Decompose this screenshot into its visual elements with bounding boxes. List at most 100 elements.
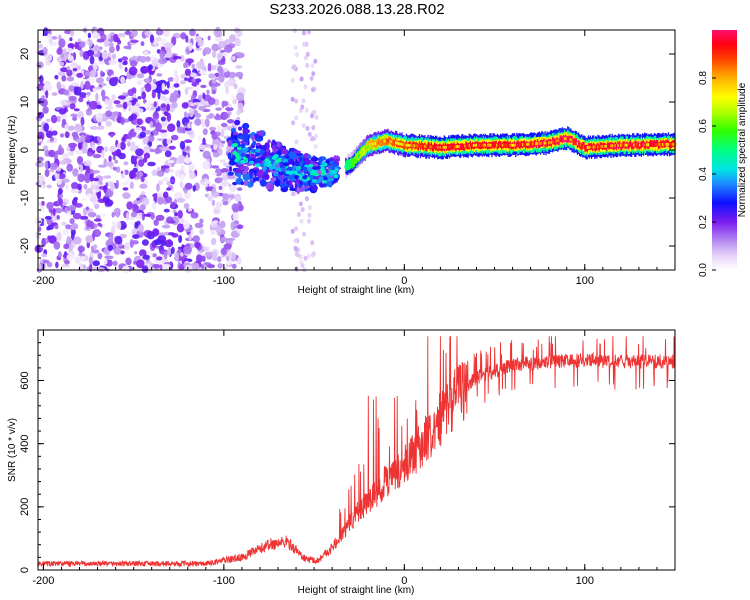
spectrogram-ridge-cell [402, 143, 404, 147]
spectrogram-noise-blob [124, 241, 131, 251]
colorbar-tick-label: 0.4 [698, 167, 709, 181]
spectrogram-ridge-cell [233, 143, 239, 147]
spectrogram-ridge-cell [471, 144, 473, 147]
spectrogram-noise-blob [37, 138, 43, 143]
spectrogram-noise-blob [234, 193, 242, 202]
spectrogram-noise-blob [84, 173, 91, 184]
spectrogram-noise-blob [295, 252, 300, 258]
spectrogram-noise-blob [156, 170, 165, 177]
spectrogram-noise-blob [148, 64, 153, 71]
spectrogram-noise-blob [47, 235, 52, 240]
spectrogram-noise-blob [301, 98, 306, 104]
spectrogram-noise-blob [145, 82, 152, 93]
spectrogram-noise-blob [114, 184, 118, 189]
spectrogram-noise-blob [128, 66, 138, 76]
spectrogram-noise-blob [101, 89, 106, 98]
spectrogram-noise-blob [164, 42, 174, 49]
spectrogram-noise-blob [69, 37, 73, 42]
spectrogram-noise-blob [42, 46, 48, 56]
spectrogram-noise-blob [222, 162, 229, 167]
spectrogram-noise-blob [100, 70, 104, 78]
spectrogram-noise-blob [141, 148, 151, 154]
spectrogram-noise-blob [160, 131, 168, 138]
snr-xlabel: Height of straight line (km) [298, 585, 415, 596]
spectrogram-noise-blob [129, 60, 138, 67]
spectrogram-noise-blob [56, 115, 61, 123]
spectrogram-noise-blob [314, 133, 319, 139]
spectrogram-noise-blob [144, 56, 151, 62]
spectrogram-noise-blob [307, 218, 311, 224]
spectrogram-noise-blob [177, 197, 186, 203]
spectrogram-noise-blob [41, 237, 47, 247]
spectrogram-noise-blob [109, 182, 115, 192]
spectrogram-noise-blob [188, 163, 196, 173]
spectrogram-noise-blob [238, 132, 243, 137]
spectrogram-noise-blob [114, 236, 123, 245]
snr-ytick-label: 600 [19, 371, 31, 389]
spectrogram-noise-blob [153, 219, 159, 227]
spectrogram-noise-blob [122, 192, 131, 200]
spectrogram-noise-blob [303, 152, 309, 159]
spectrogram-noise-blob [63, 243, 70, 250]
spectrogram-ridge-cell [576, 141, 579, 145]
spectrogram-ridge-cell [666, 142, 668, 146]
spectrogram-noise-blob [242, 173, 250, 181]
spectrogram-noise-blob [226, 194, 234, 201]
spectrogram-ridge-cell [393, 140, 395, 144]
spectrogram-ridge-cell [568, 137, 570, 141]
spectrogram-noise-blob [198, 144, 207, 151]
spectrogram-noise-blob [92, 32, 100, 38]
spectrogram-noise-blob [58, 108, 67, 115]
spectrogram-noise-blob [129, 216, 134, 221]
spectrogram-ridge-cell [565, 136, 567, 140]
spectrogram-ridge-cell [618, 143, 621, 147]
spectrogram-noise-blob [134, 127, 143, 134]
spectrogram-noise-blob [113, 76, 119, 82]
spectrogram-noise-blob [52, 207, 56, 217]
spectrogram-noise-blob [183, 202, 190, 210]
spectrogram-noise-blob [319, 183, 325, 188]
spectrogram-ridge-cell [526, 142, 528, 146]
spectrogram-noise-blob [223, 113, 228, 120]
spectrogram-noise-blob [204, 251, 213, 257]
spectrogram-noise-blob [70, 113, 78, 117]
spectrogram-ridge-cell [490, 143, 492, 147]
spectrogram-noise-blob [50, 114, 58, 124]
spectrogram-ridge-cell [462, 144, 465, 148]
spectrogram-ridge-cell [653, 143, 655, 147]
spectrogram-noise-blob [144, 30, 152, 36]
spectrogram-ridge-cell [491, 143, 494, 147]
spectrogram-noise-blob [72, 212, 82, 220]
spectrogram-noise-blob [304, 55, 308, 61]
spectrogram-ridge-cell [441, 146, 443, 150]
spectrogram-ridge-cell [389, 139, 391, 143]
spectrogram-ridge-cell [545, 141, 547, 145]
spectrogram-noise-blob [310, 252, 315, 258]
spectrogram-noise-blob [164, 239, 174, 248]
spectrogram-ridge-cell [373, 142, 375, 146]
spectrogram-noise-blob [77, 183, 82, 191]
spectrogram-noise-blob [107, 33, 111, 40]
spectrogram-noise-blob [305, 62, 310, 68]
spectrogram-noise-blob [208, 113, 215, 118]
spectrogram-ridge-cell [509, 143, 511, 147]
spectrogram-ridge-cell [493, 143, 495, 147]
spectrogram-noise-blob [220, 168, 229, 174]
spectrogram-ridge-cell [584, 145, 586, 149]
spectrogram-noise-blob [143, 50, 149, 57]
spectrogram-ridge-cell [623, 143, 625, 147]
spectrogram-noise-blob [236, 187, 243, 191]
spectrogram-noise-blob [67, 43, 75, 49]
spectrogram-noise-blob [93, 53, 101, 58]
spectrogram-noise-blob [112, 166, 117, 171]
spectrogram-noise-blob [231, 253, 237, 260]
spectrogram-noise-blob [208, 73, 216, 79]
spectrogram-noise-blob [304, 188, 308, 192]
spectrogram-noise-blob [155, 245, 160, 249]
spectrogram-ridge-cell [558, 138, 560, 142]
spectrogram-ridge-cell [449, 145, 452, 149]
spectrogram-noise-blob [190, 212, 199, 219]
spectrogram-noise-blob [104, 255, 114, 260]
spectrogram-noise-blob [121, 182, 128, 186]
spectrogram-noise-blob [59, 61, 65, 66]
